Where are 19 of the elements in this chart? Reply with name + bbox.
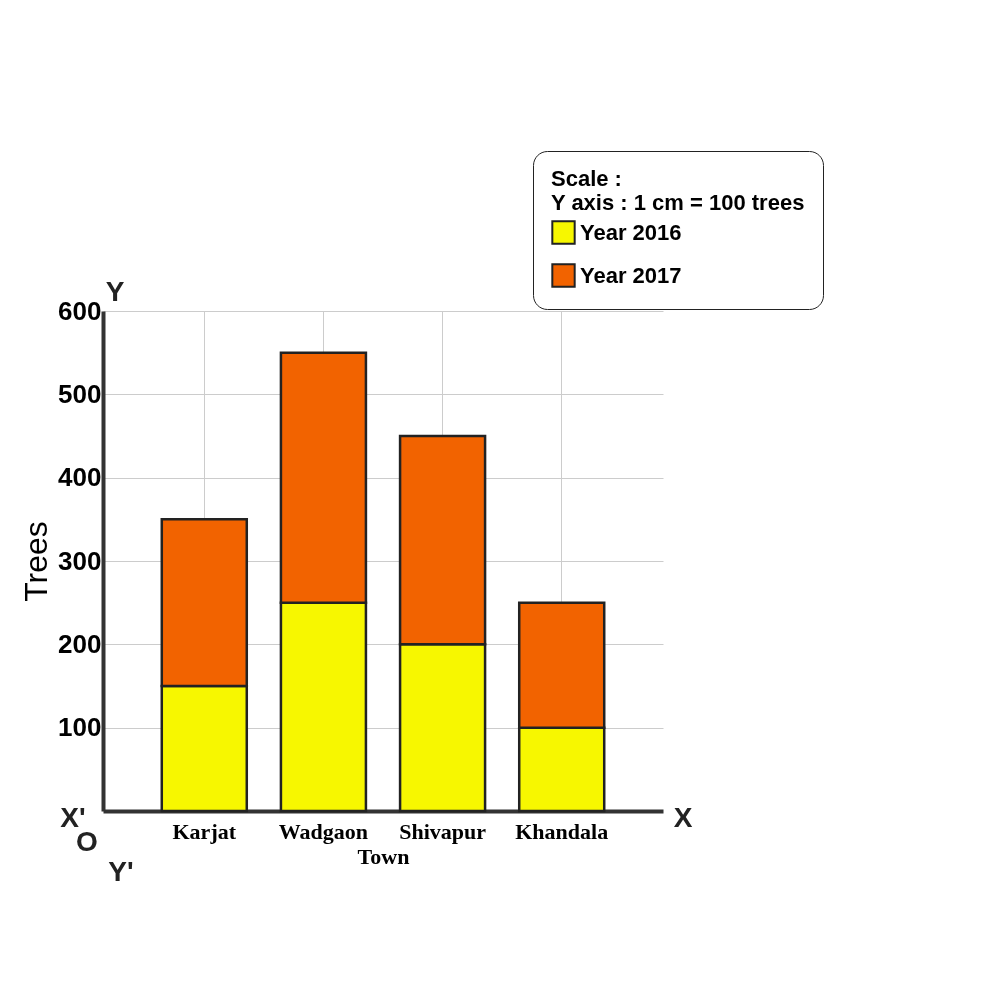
y-tick-label: 100 [58,712,102,743]
x-tick-label: Wadgaon [278,818,369,844]
legend-label: Year 2017 [580,262,682,288]
text: X [673,802,693,833]
y-tick-label: 600 [58,295,102,326]
y-axis-title: Trees [18,521,55,602]
x-axis-title: Town [357,843,410,869]
text: Y axis : 1 cm = 100 trees [551,190,805,215]
legend-label: Year 2016 [580,219,682,245]
text: Y [105,276,125,307]
x-tick-label: Khandala [515,818,609,844]
x-tick-label: Karjat [172,818,237,844]
y-tick-label: 300 [58,545,102,576]
y-tick-label: 500 [58,378,102,409]
y-tick-label: 200 [58,628,102,659]
x-tick-label: Shivapur [399,818,487,844]
text: Y' [108,856,134,887]
text: Scale : [551,166,622,191]
y-tick-label: 400 [58,462,102,493]
